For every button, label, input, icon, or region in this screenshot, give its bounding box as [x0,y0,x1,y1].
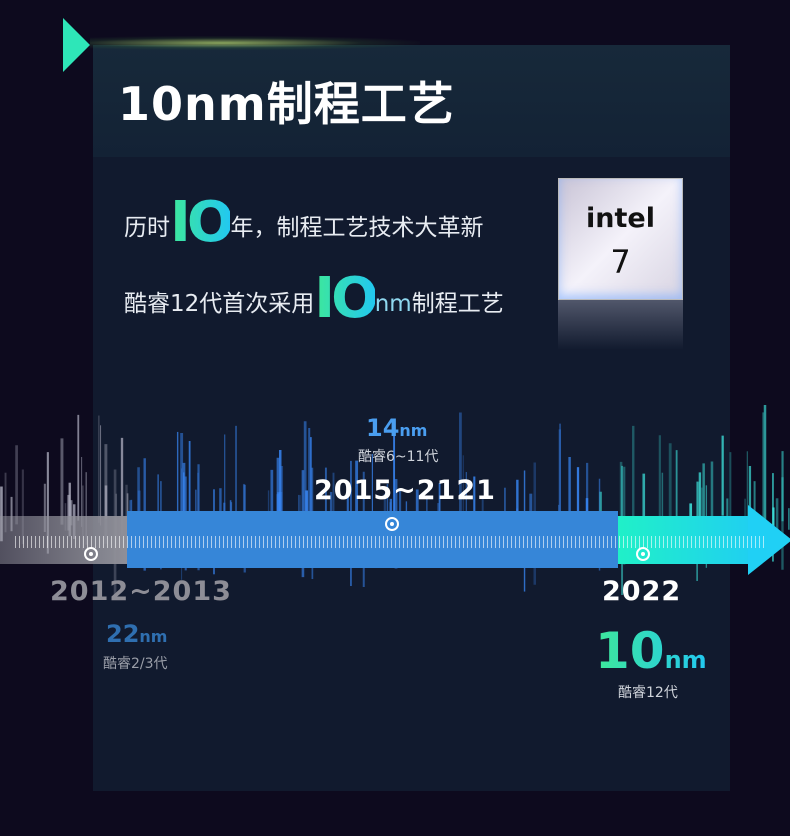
chip-reflection [558,300,683,350]
node-unit: nm [399,421,428,440]
generation-label: 酷睿2/3代 [103,656,168,672]
generation-label: 酷睿6~11代 [358,449,439,465]
big-number: IO [314,266,378,331]
text: 历时 [124,215,170,241]
page-title: 10nm制程工艺 [118,77,455,131]
text: 酷睿12代首次采用 [124,291,315,317]
text: 年，制程工艺技术大革新 [230,215,484,241]
ruler-ticks [15,536,765,548]
triangle-icon [63,18,90,72]
node-label: 22nm [106,620,167,648]
node-unit: nm [139,627,168,646]
node-unit: nm [664,646,707,674]
year-label: 2015~2121 [314,475,496,506]
headline-line-1: 历时IO年，制程工艺技术大革新 [124,190,483,255]
big-number: IO [170,190,234,255]
intel-7-chip-image: intel 7 [558,178,683,300]
node-value: 22 [106,620,140,648]
title-band [93,45,730,157]
content-panel [93,45,730,791]
chip-brand: intel [586,203,655,234]
node-label: 10nm [595,622,707,680]
chip-model: 7 [610,243,631,281]
text: 制程工艺 [411,291,504,317]
year-label: 2022 [602,576,682,607]
glow-decoration [90,36,420,50]
node-value: 10 [595,622,665,680]
timeline-point-icon [385,517,399,531]
headline-line-2: 酷睿12代首次采用IOnm制程工艺 [124,266,504,331]
timeline-point-icon [636,547,650,561]
node-value: 14 [366,414,400,442]
node-label: 14nm [366,414,427,442]
timeline-point-icon [84,547,98,561]
generation-label: 酷睿12代 [618,685,678,701]
unit: nm [374,291,412,317]
year-label: 2012~2013 [50,576,232,607]
